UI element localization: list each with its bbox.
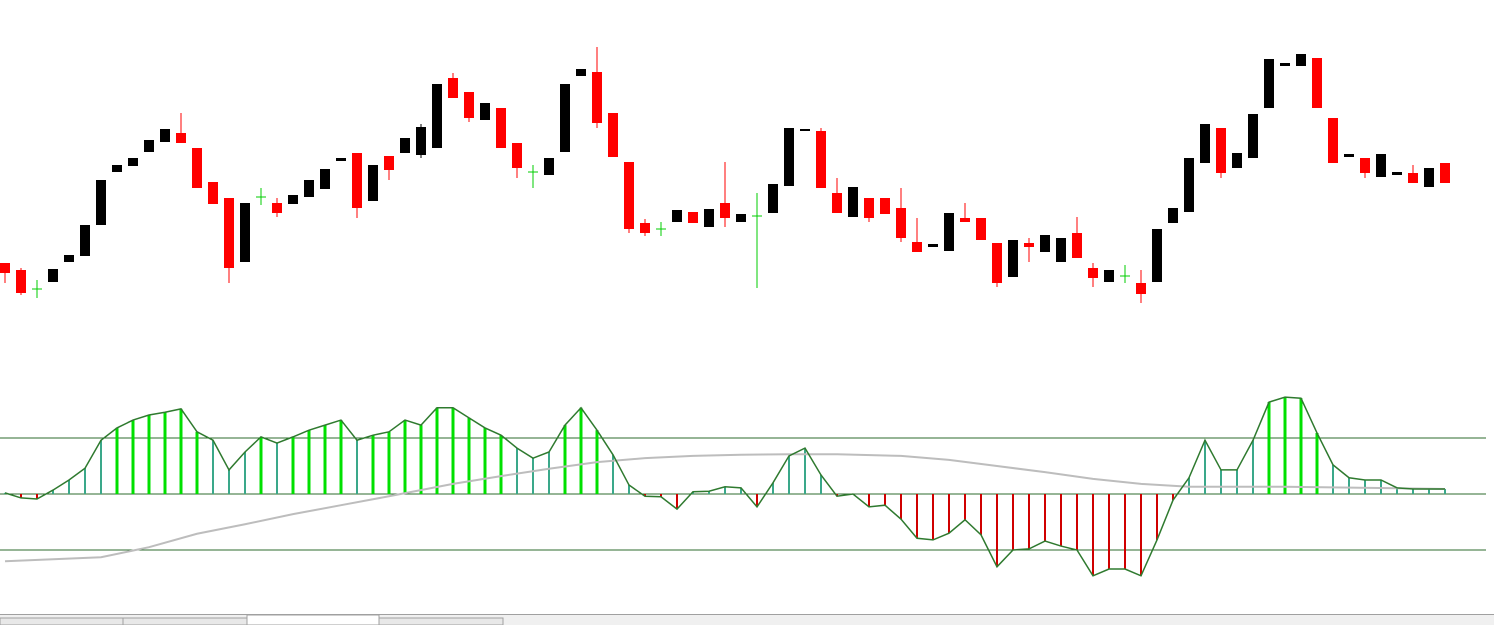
candle-body [144,140,154,152]
candle-body [112,165,122,172]
candle-body [96,180,106,225]
candle-body [368,165,378,201]
candle-body [1168,208,1178,223]
candle-body [976,218,986,240]
candle-body [1312,58,1322,108]
candle-body [1040,235,1050,252]
candle-body [448,78,458,98]
candle-body [1008,240,1018,277]
candle-body [1296,54,1306,66]
candle-body [544,158,554,175]
tab-strip [0,614,1494,625]
candle-body [560,84,570,152]
candle-body [288,195,298,204]
candle-body [1136,283,1146,294]
candle-body [736,214,746,222]
candle-body [240,203,250,262]
candle-body [1248,114,1258,158]
candle-body [672,210,682,222]
candle-body [912,242,922,252]
candle-body [128,158,138,166]
candle-body [416,127,426,155]
tab-active[interactable] [246,614,380,625]
candle-body [624,162,634,229]
candle-body [1344,154,1354,157]
candle-body [1232,153,1242,168]
tab-bar [0,614,1494,625]
candle-body [160,129,170,142]
candle-body [320,169,330,189]
candle-body [928,244,938,247]
candle-body [1360,158,1370,173]
candle-body [0,263,10,273]
candle-body [784,128,794,186]
candle-body [64,255,74,262]
candle-body [176,133,186,143]
candle-body [384,156,394,170]
moving-average [4,453,1446,563]
candle-body [816,131,826,188]
candle-body [1264,59,1274,108]
candle-body [352,153,362,208]
candle-body [960,218,970,222]
candle-body [1424,168,1434,187]
candle-body [464,92,474,118]
candle-body [1200,124,1210,163]
tab[interactable] [122,617,248,625]
candle-body [1056,238,1066,262]
candle-body [48,269,58,282]
candle-body [864,198,874,218]
candle-body [1408,173,1418,183]
candle-body [688,212,698,223]
candle-body [1088,268,1098,278]
candle-body [720,203,730,218]
candle-body [1376,154,1386,177]
candle-body [432,84,442,148]
candle-body [880,198,890,214]
candle-body [944,213,954,251]
candle-body [1152,229,1162,282]
candle-body [592,72,602,123]
candle-body [272,203,282,213]
candle-body [304,180,314,197]
candle-body [336,158,346,161]
candle-body [1024,243,1034,247]
candle-body [192,148,202,188]
candle-body [80,225,90,256]
candle-body [800,129,810,131]
candle-body [640,223,650,233]
candle-body [608,113,618,157]
candle-body [1280,63,1290,66]
candle-body [768,184,778,213]
candle-body [1216,128,1226,173]
candle-body [480,103,490,120]
oscillator-line [4,396,1445,577]
candle-body [1104,270,1114,282]
candle-body [848,187,858,217]
candle-body [224,198,234,268]
candle-body [1440,163,1450,183]
candle-body [1328,118,1338,163]
candle-body [208,182,218,204]
candle-body [992,243,1002,283]
candle-body [832,193,842,213]
tab[interactable] [378,617,504,625]
candle-body [16,270,26,293]
candle-body [576,69,586,76]
candle-body [1072,233,1082,258]
candle-body [704,209,714,227]
candle-body [1392,172,1402,175]
candle-body [512,143,522,168]
tab[interactable] [0,617,124,625]
candle-body [496,108,506,148]
candle-body [1184,158,1194,212]
candle-body [896,208,906,238]
candle-body [400,138,410,153]
